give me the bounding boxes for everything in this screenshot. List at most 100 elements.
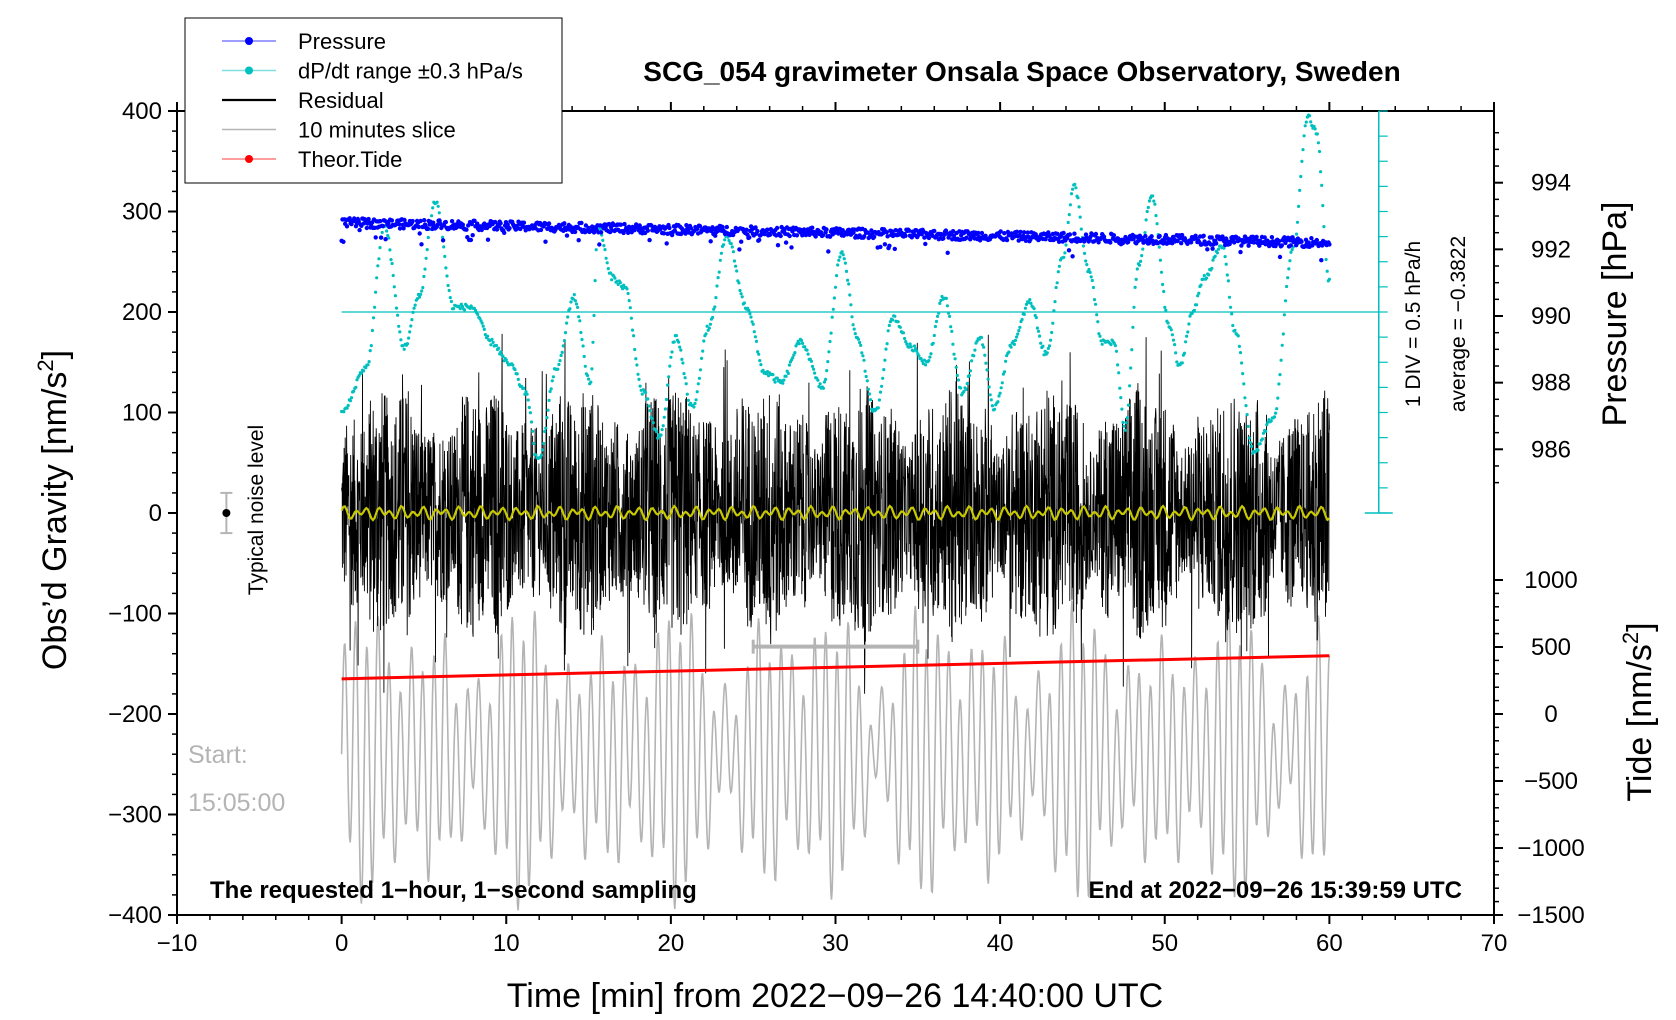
tide-tick-label: −1000 [1517, 835, 1584, 862]
pressure-point [753, 225, 758, 230]
dpdt-point [1028, 298, 1032, 302]
dpdt-point [420, 289, 424, 293]
dpdt-point [606, 267, 610, 271]
dpdt-point [539, 453, 544, 457]
pressure-point [765, 227, 770, 232]
dpdt-point [618, 281, 623, 285]
pressure-point [1014, 229, 1020, 234]
dpdt-point [529, 420, 534, 424]
dpdt-point [846, 278, 850, 282]
dpdt-point [490, 337, 494, 341]
dpdt-point [397, 324, 401, 328]
dpdt-series [340, 110, 1393, 514]
dpdt-point [411, 310, 415, 314]
dpdt-point [589, 380, 593, 384]
dpdt-point [388, 248, 392, 252]
dpdt-point [1204, 276, 1209, 280]
pressure-point [672, 228, 677, 233]
dpdt-point [1197, 291, 1201, 295]
dpdt-point [1187, 322, 1191, 326]
dpdt-point [1315, 132, 1319, 136]
dpdt-point [511, 363, 515, 367]
pressure-point [418, 218, 423, 224]
dpdt-point [594, 248, 598, 252]
dpdt-point [908, 342, 912, 346]
dpdt-point [637, 377, 641, 381]
dpdt-point [1052, 309, 1056, 313]
dpdt-point [803, 345, 807, 349]
dpdt-point [692, 405, 696, 409]
dpdt-point [990, 404, 995, 408]
dpdt-point [1223, 255, 1227, 259]
dpdt-point [1192, 308, 1196, 312]
pressure-point [521, 220, 527, 225]
dpdt-point [544, 426, 548, 430]
dpdt-point [389, 258, 393, 262]
y-tick-label: 100 [122, 400, 162, 427]
legend-items: Pressure dP/dt range ±0.3 hPa/s Residual 10… [222, 29, 523, 172]
pressure-tick-label: 988 [1531, 370, 1571, 397]
dpdt-point [367, 360, 371, 364]
pressure-point [1111, 233, 1117, 238]
dpdt-point [827, 350, 831, 354]
dpdt-point [1073, 182, 1077, 186]
pressure-point [1254, 234, 1259, 240]
dpdt-point [999, 386, 1003, 390]
pressure-point [502, 230, 507, 235]
tide-series [341, 654, 1330, 681]
dpdt-point [1300, 159, 1304, 163]
dpdt-point [1152, 199, 1156, 203]
dpdt-point [847, 282, 851, 286]
dpdt-point [569, 300, 573, 304]
pressure-point [389, 218, 395, 223]
dpdt-point [1034, 316, 1038, 320]
dpdt-point [1125, 416, 1129, 420]
dpdt-point [364, 366, 368, 370]
pressure-point [708, 239, 713, 244]
dpdt-point [1139, 259, 1143, 263]
dpdt-point [1100, 342, 1104, 346]
dpdt-point [480, 321, 484, 325]
dpdt-point [934, 319, 939, 324]
dpdt-point [944, 296, 948, 300]
dpdt-point [903, 336, 907, 341]
dpdt-point [481, 324, 485, 328]
pressure-point [1205, 247, 1210, 252]
dpdt-point [664, 397, 669, 402]
dpdt-point [1164, 308, 1168, 312]
dpdt-point [635, 363, 639, 367]
dpdt-point [975, 339, 979, 343]
dpdt-point [1068, 203, 1072, 207]
dpdt-point [580, 337, 584, 342]
pressure-point [926, 235, 932, 241]
legend: Pressure dP/dt range ±0.3 hPa/s Residual 10… [184, 17, 563, 184]
dpdt-point [616, 282, 620, 287]
tide-axis-title-sup: 2 [1618, 632, 1643, 644]
dpdt-point [491, 340, 495, 344]
dpdt-point [715, 284, 719, 288]
dpdt-point [761, 368, 765, 372]
dpdt-point [603, 248, 607, 252]
dpdt-point [1035, 326, 1039, 330]
dpdt-point [1076, 196, 1080, 200]
pressure-point [1188, 240, 1194, 245]
dpdt-point [1161, 282, 1165, 287]
dpdt-point [829, 331, 833, 335]
dpdt-point [824, 377, 828, 381]
dpdt-point [1119, 396, 1123, 400]
dpdt-point [1007, 350, 1011, 354]
dpdt-point [593, 279, 597, 283]
pressure-point [538, 227, 544, 233]
dpdt-point [956, 378, 961, 382]
dpdt-point [850, 315, 854, 319]
dpdt-point [549, 387, 553, 391]
y-axis-left-title: Obs’d Gravity [nm/s2] [33, 350, 74, 670]
div-scale-label: 1 DIV = 0.5 hPa/h [1402, 241, 1425, 407]
pressure-point [546, 221, 552, 226]
pressure-point [1175, 238, 1180, 244]
dpdt-point [909, 345, 913, 349]
dpdt-point [959, 386, 963, 390]
dpdt-point [489, 343, 493, 347]
dpdt-point [605, 261, 609, 265]
dpdt-point [1207, 273, 1211, 277]
